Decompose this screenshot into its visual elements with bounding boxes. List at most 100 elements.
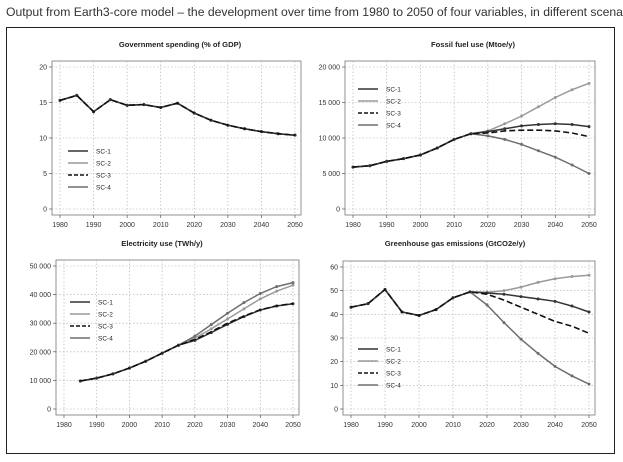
series-line-sc-3 [80, 302, 294, 382]
data-point [275, 285, 279, 289]
legend-label: SC-4 [386, 383, 401, 390]
data-point [275, 289, 279, 293]
legend-label: SC-3 [386, 371, 401, 378]
data-point [553, 96, 557, 100]
y-tick-label: 40 000 [30, 292, 52, 299]
legend-label: SC-1 [386, 87, 401, 94]
plot-area [51, 60, 302, 216]
x-tick-label: 2050 [581, 422, 597, 429]
data-point [258, 297, 262, 301]
x-tick-label: 1990 [89, 422, 105, 429]
data-point [570, 88, 574, 92]
plot-area [344, 60, 596, 216]
legend-label: SC-1 [386, 347, 401, 354]
data-point [536, 280, 540, 284]
data-point [587, 125, 591, 129]
data-point [242, 301, 246, 305]
legend-label: SC-2 [386, 359, 401, 366]
data-point [587, 273, 591, 277]
x-tick-label: 2020 [187, 422, 203, 429]
legend-label: SC-4 [96, 185, 111, 192]
data-point [587, 172, 591, 175]
data-point [519, 285, 523, 289]
x-tick-label: 2020 [480, 222, 496, 229]
y-tick-label: 10 [330, 383, 338, 390]
x-tick-label: 1980 [345, 222, 361, 229]
data-point [95, 376, 99, 380]
data-point [193, 334, 197, 338]
data-point [486, 134, 490, 138]
data-point [209, 327, 213, 331]
x-tick-label: 2010 [445, 422, 461, 429]
y-tick-label: 0 [336, 207, 340, 214]
data-point [108, 98, 112, 102]
x-tick-label: 2030 [513, 422, 529, 429]
x-tick-label: 2000 [122, 422, 138, 429]
data-point [226, 311, 230, 315]
series-line-sc-3 [350, 288, 590, 335]
data-point [570, 163, 574, 167]
x-tick-label: 2030 [514, 222, 530, 229]
chart-panel-1: Government spending (% of GDP) 0 5 10 15 20 19… [39, 40, 303, 229]
data-point [570, 374, 574, 378]
data-point [291, 281, 295, 285]
data-point [502, 292, 506, 296]
x-tick-label: 2020 [186, 222, 202, 229]
figure-frame [6, 27, 615, 454]
y-tick-label: 50 000 [30, 264, 52, 271]
data-point [242, 307, 246, 311]
y-tick-label: 0 [43, 207, 47, 214]
x-tick-label: 2040 [254, 222, 270, 229]
legend-label: SC-4 [386, 123, 401, 130]
data-point [520, 142, 524, 146]
chart-title: Greenhouse gas emissions (GtCO2e/y) [385, 239, 526, 248]
chart-title: Fossil fuel use (Mtoe/y) [431, 40, 515, 49]
data-point [536, 123, 540, 127]
y-tick-label: 10 000 [30, 378, 52, 385]
data-point [587, 382, 591, 386]
y-tick-label: 40 [330, 312, 338, 319]
data-point [570, 123, 574, 127]
data-point [553, 122, 557, 126]
data-point [536, 297, 540, 301]
y-tick-label: 10 000 [319, 136, 341, 143]
x-tick-label: 1980 [343, 422, 359, 429]
data-point [503, 127, 507, 131]
x-tick-label: 2000 [411, 422, 427, 429]
legend-label: SC-2 [386, 99, 401, 106]
x-tick-label: 2050 [285, 422, 301, 429]
y-tick-label: 20 000 [319, 65, 341, 72]
legend-label: SC-3 [386, 111, 401, 118]
chart-panel-3: Electricity use (TWh/y) 0 10 000 20 000 30 0… [30, 239, 301, 429]
data-point [536, 351, 540, 355]
x-tick-label: 2050 [581, 222, 597, 229]
data-point [519, 337, 523, 341]
chart-title: Electricity use (TWh/y) [121, 239, 203, 248]
data-point [553, 155, 557, 159]
chart-title: Government spending (% of GDP) [119, 40, 242, 49]
x-tick-label: 2050 [287, 222, 303, 229]
data-point [553, 277, 557, 281]
x-tick-label: 2040 [547, 222, 563, 229]
x-tick-label: 1980 [52, 222, 68, 229]
data-point [258, 291, 262, 295]
data-point [570, 274, 574, 278]
y-tick-label: 30 000 [30, 321, 52, 328]
legend-label: SC-3 [98, 324, 113, 331]
x-tick-label: 1990 [86, 222, 102, 229]
data-point [553, 299, 557, 303]
data-point [503, 137, 507, 141]
y-tick-label: 50 [330, 288, 338, 295]
legend-label: SC-4 [98, 336, 113, 343]
data-point [536, 105, 540, 109]
data-point [587, 310, 591, 314]
y-tick-label: 20 [330, 359, 338, 366]
data-point [125, 103, 129, 107]
x-tick-label: 2030 [220, 222, 236, 229]
data-point [502, 321, 506, 325]
x-tick-label: 1980 [56, 422, 72, 429]
x-tick-label: 2000 [119, 222, 135, 229]
data-point [385, 159, 389, 163]
x-tick-label: 1990 [379, 222, 395, 229]
